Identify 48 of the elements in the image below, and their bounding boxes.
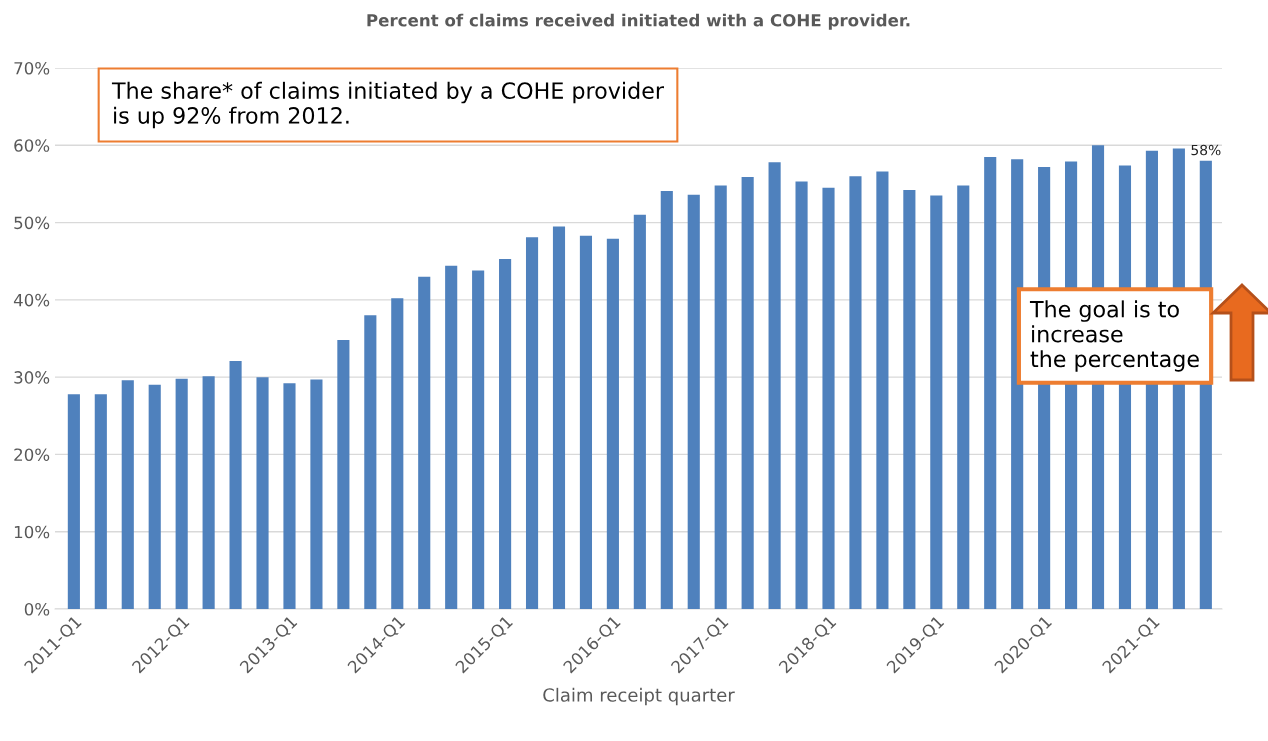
bar bbox=[175, 378, 188, 609]
bar bbox=[849, 176, 862, 609]
bar bbox=[391, 298, 404, 609]
bar bbox=[606, 238, 619, 609]
bar bbox=[930, 195, 943, 609]
y-tick-label: 20% bbox=[14, 448, 50, 461]
bar bbox=[202, 376, 215, 609]
bar bbox=[984, 156, 997, 609]
bar bbox=[957, 185, 970, 609]
bar bbox=[67, 394, 80, 609]
bar bbox=[552, 226, 566, 609]
bar bbox=[94, 394, 107, 609]
bar bbox=[256, 377, 269, 609]
bar bbox=[418, 276, 431, 609]
bar bbox=[148, 384, 161, 609]
y-tick-label: 70% bbox=[14, 61, 50, 75]
bar bbox=[876, 171, 889, 609]
bar bbox=[741, 176, 754, 609]
bar bbox=[633, 214, 646, 609]
bar bbox=[660, 190, 673, 609]
y-tick-label: 60% bbox=[14, 139, 50, 152]
bar bbox=[768, 162, 781, 609]
bar bbox=[445, 265, 458, 609]
bar bbox=[337, 340, 350, 609]
bar bbox=[229, 360, 242, 609]
y-tick-label: 30% bbox=[14, 371, 50, 384]
y-tick-label: 40% bbox=[13, 293, 50, 307]
bar bbox=[472, 270, 485, 609]
annotation: The goal is to increase the percentage bbox=[1029, 300, 1199, 372]
bar bbox=[687, 194, 700, 609]
chart-title: Percent of claims received initiated with a COHE provider. bbox=[367, 13, 910, 30]
y-tick-label: 0% bbox=[24, 602, 50, 616]
bar bbox=[525, 237, 539, 609]
bar bbox=[822, 187, 835, 609]
y-tick-label: 10% bbox=[14, 525, 50, 539]
bar bbox=[310, 379, 323, 609]
bar bbox=[579, 235, 593, 609]
bar bbox=[283, 383, 296, 609]
bar bbox=[903, 190, 916, 609]
bar bbox=[364, 315, 377, 609]
bar bbox=[714, 185, 727, 609]
data-label: 58% bbox=[1191, 144, 1221, 156]
x-axis-title: Claim receipt quarter bbox=[543, 687, 735, 706]
bar bbox=[121, 380, 134, 609]
bar bbox=[795, 181, 808, 609]
y-tick-label: 50% bbox=[14, 216, 50, 230]
annotation: The share* of claims initiated by a COHE provider is up 92% from 2012. bbox=[111, 81, 664, 129]
bar bbox=[499, 258, 512, 609]
